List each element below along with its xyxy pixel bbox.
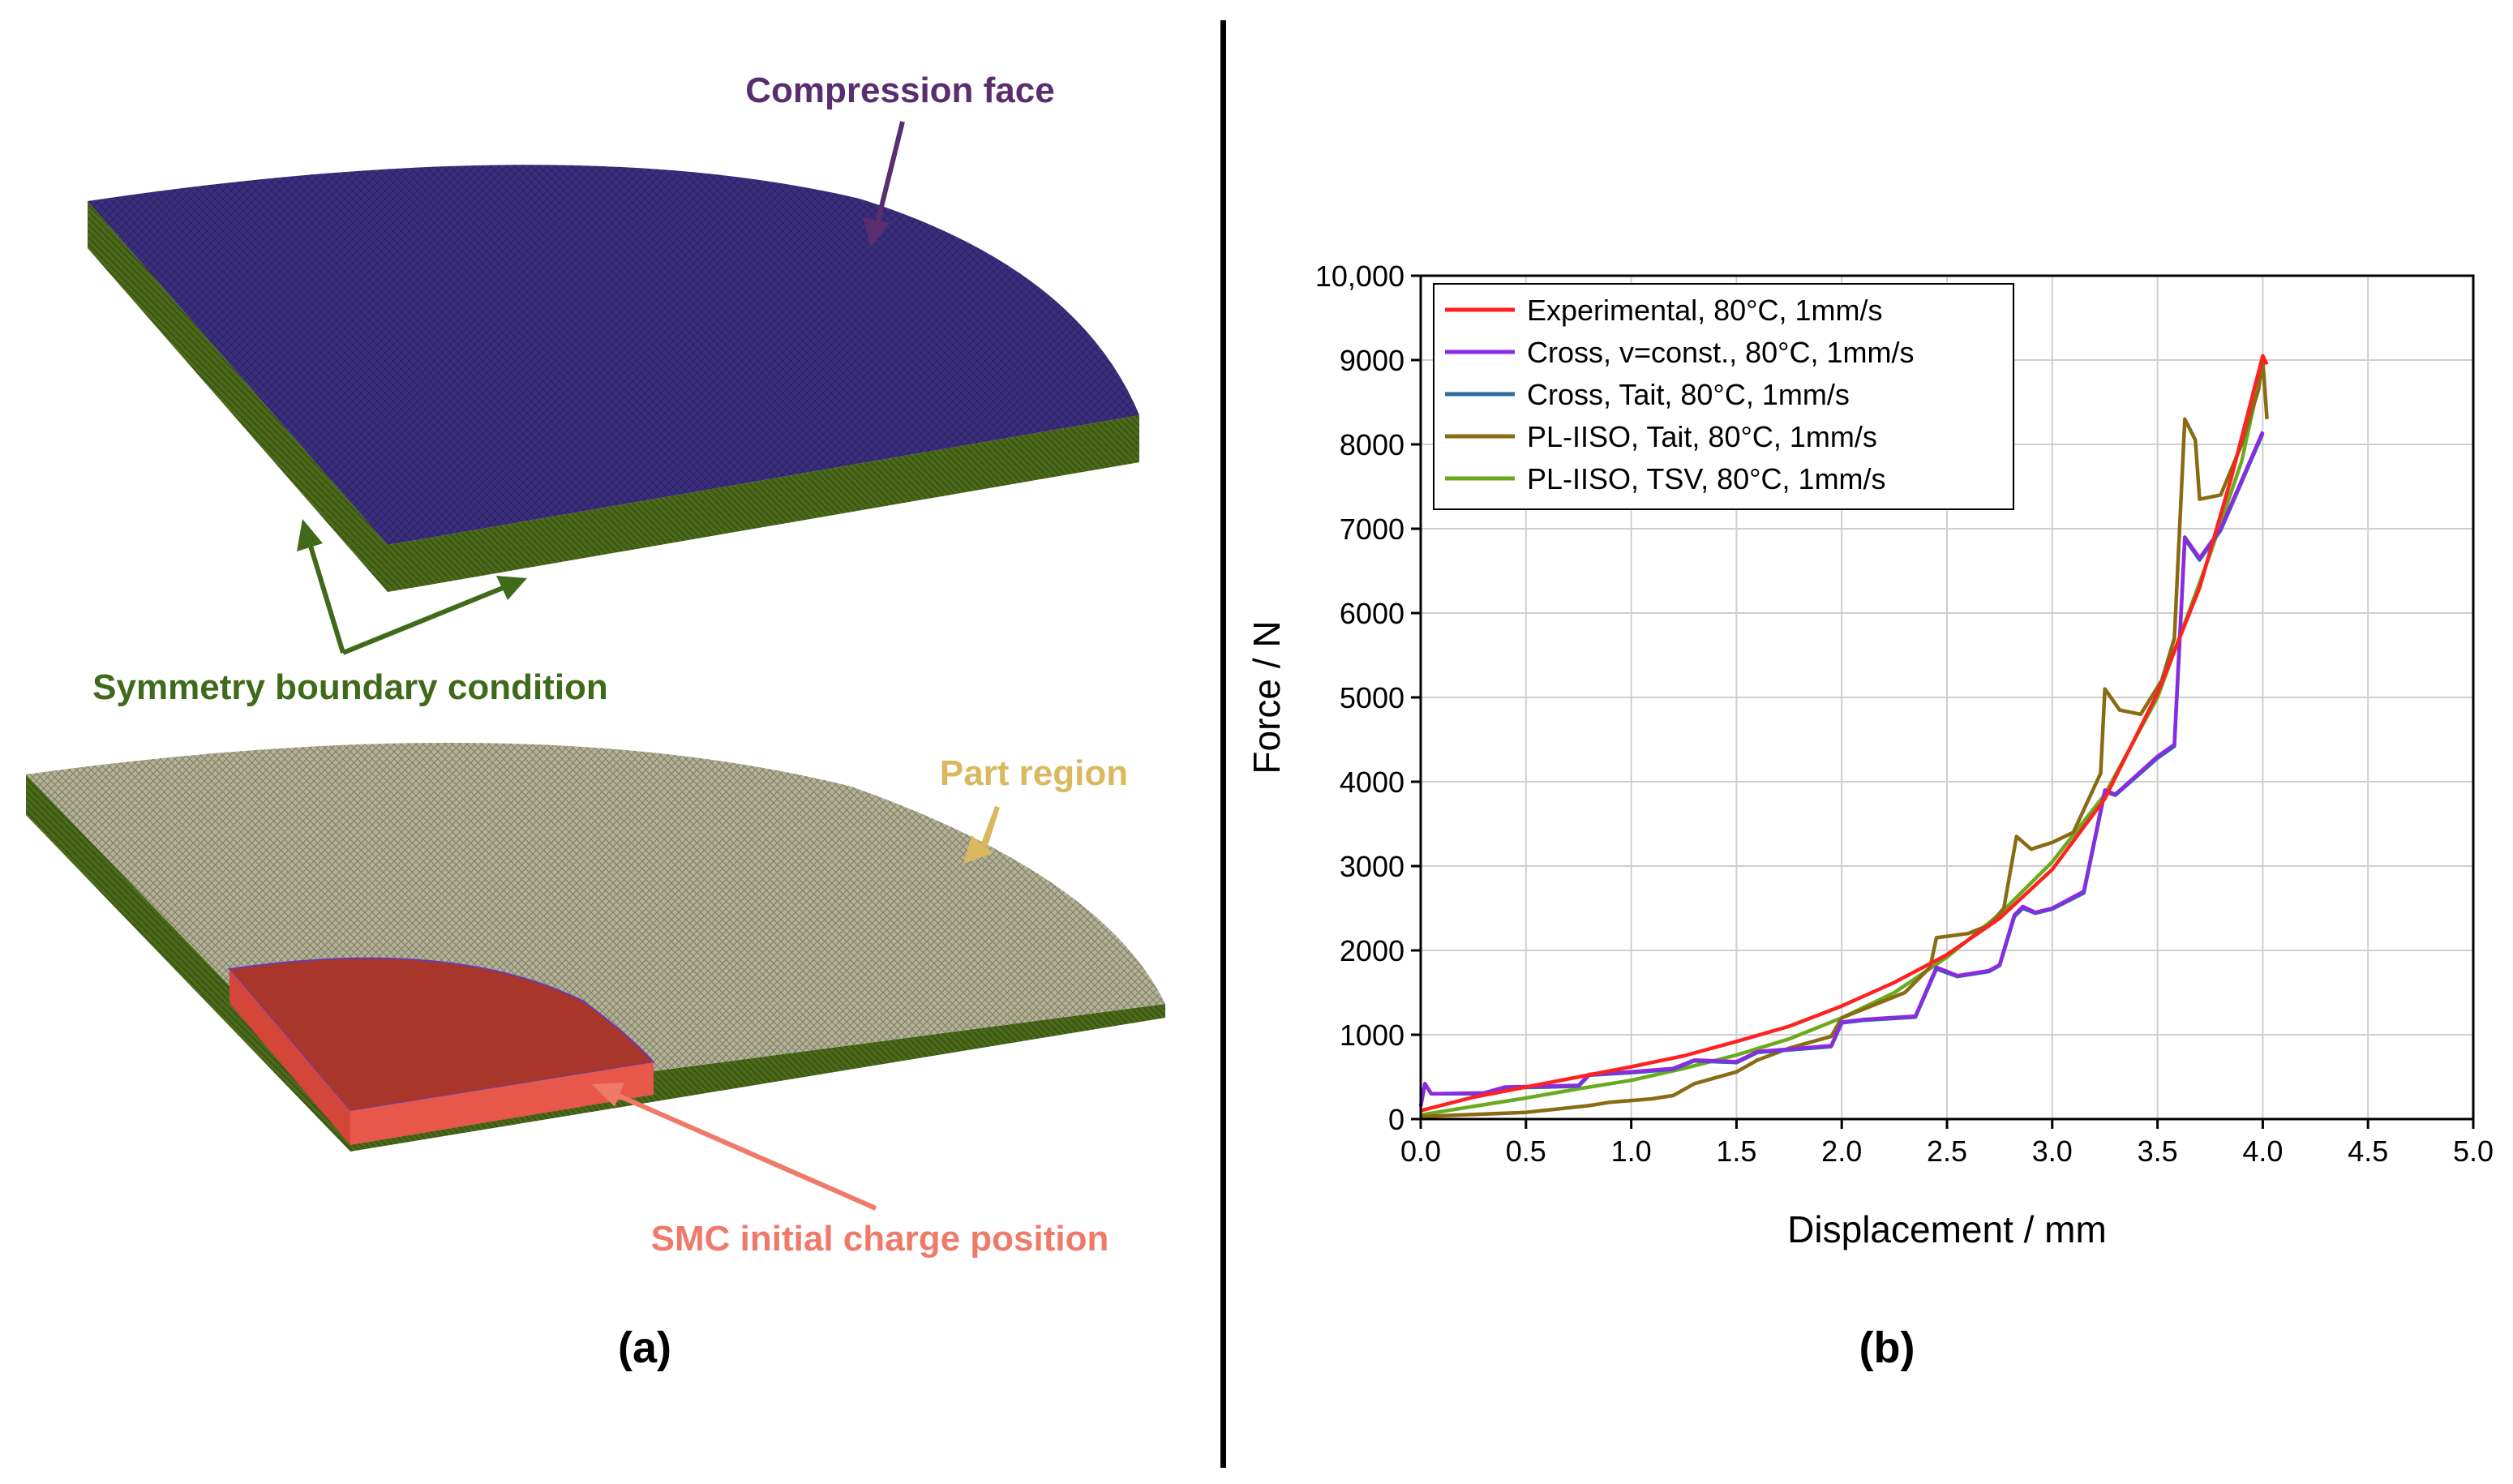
- y-tick-label: 1000: [1340, 1019, 1404, 1052]
- smc-charge-label: SMC initial charge position: [651, 1219, 1109, 1259]
- part-region-arrow: [963, 805, 1000, 864]
- upper-side-wall-left: [88, 201, 388, 592]
- panel-a-label: (a): [618, 1323, 671, 1372]
- upper-side-wall-right: [388, 415, 1139, 592]
- lower-side-wall-left: [26, 774, 350, 1152]
- x-tick-label: 0.0: [1400, 1134, 1441, 1168]
- compression-face-arrow: [863, 121, 905, 247]
- legend-entry: Experimental, 80°C, 1mm/s: [1527, 294, 1883, 327]
- lower-side-wall-right: [350, 1004, 1165, 1152]
- y-tick-label: 0: [1388, 1103, 1404, 1136]
- chart-legend: Experimental, 80°C, 1mm/s Cross, v=const.…: [1433, 283, 2014, 510]
- panel-b-label: (b): [1859, 1323, 1915, 1372]
- x-axis-label: Displacement / mm: [1787, 1208, 2107, 1250]
- panel-b: 0.0 0.5 1.0 1.5 2.0 2.5 3.0 3.5 4.0 4.5 5.0 0 1000 20…: [1246, 259, 2494, 1372]
- series-line-cross: [1418, 431, 2265, 1107]
- part-region-label: Part region: [940, 753, 1128, 793]
- y-axis-label: Force / N: [1246, 620, 1288, 774]
- y-tick-label: 10,000: [1315, 259, 1404, 293]
- smc-charge-side-left: [229, 969, 350, 1145]
- legend-entry: PL-IISO, TSV, 80°C, 1mm/s: [1527, 462, 1886, 495]
- legend-box: [1433, 283, 2014, 510]
- smc-charge-arrow: [592, 1083, 877, 1211]
- x-tick-label: 4.5: [2348, 1134, 2388, 1168]
- compression-face-surface: [88, 165, 1139, 545]
- y-tick-label: 6000: [1340, 597, 1404, 630]
- x-tick-label: 3.5: [2138, 1134, 2178, 1168]
- series-line-pl-iiso: [1420, 358, 2269, 1119]
- y-tick-label: 8000: [1340, 428, 1404, 461]
- y-tick-label: 3000: [1340, 850, 1404, 883]
- y-tick-label: 7000: [1340, 513, 1404, 546]
- x-tick-label: 5.0: [2453, 1134, 2494, 1168]
- legend-entry: Cross, v=const., 80°C, 1mm/s: [1527, 336, 1915, 369]
- x-tick-label: 1.5: [1716, 1134, 1756, 1168]
- chart-series: [1418, 354, 2269, 1119]
- legend-entry: Cross, Tait, 80°C, 1mm/s: [1527, 378, 1850, 411]
- smc-charge-top: [228, 957, 655, 1113]
- chart-ticks: 0.0 0.5 1.0 1.5 2.0 2.5 3.0 3.5 4.0 4.5 5.0 0 1000 20…: [1315, 259, 2494, 1168]
- series-line-experimental: [1420, 354, 2269, 1113]
- smc-charge-side-front: [350, 1062, 654, 1145]
- x-tick-label: 2.5: [1927, 1134, 1967, 1168]
- y-tick-label: 9000: [1340, 344, 1404, 377]
- x-tick-label: 2.0: [1821, 1134, 1862, 1168]
- x-tick-label: 1.0: [1611, 1134, 1652, 1168]
- y-tick-label: 4000: [1340, 766, 1404, 799]
- x-tick-label: 0.5: [1506, 1134, 1546, 1168]
- x-tick-label: 3.0: [2032, 1134, 2073, 1168]
- y-tick-label: 5000: [1340, 681, 1404, 714]
- symmetry-bc-arrows: [297, 519, 527, 655]
- legend-entry: PL-IISO, Tait, 80°C, 1mm/s: [1527, 420, 1877, 453]
- x-tick-label: 4.0: [2242, 1134, 2283, 1168]
- y-tick-label: 2000: [1340, 934, 1404, 967]
- compression-face-label: Compression face: [745, 71, 1054, 110]
- panel-a: Compression face Symmetry boundary condi…: [26, 71, 1165, 1372]
- symmetry-bc-label: Symmetry boundary condition: [92, 667, 608, 707]
- panel-divider: [1220, 20, 1226, 1468]
